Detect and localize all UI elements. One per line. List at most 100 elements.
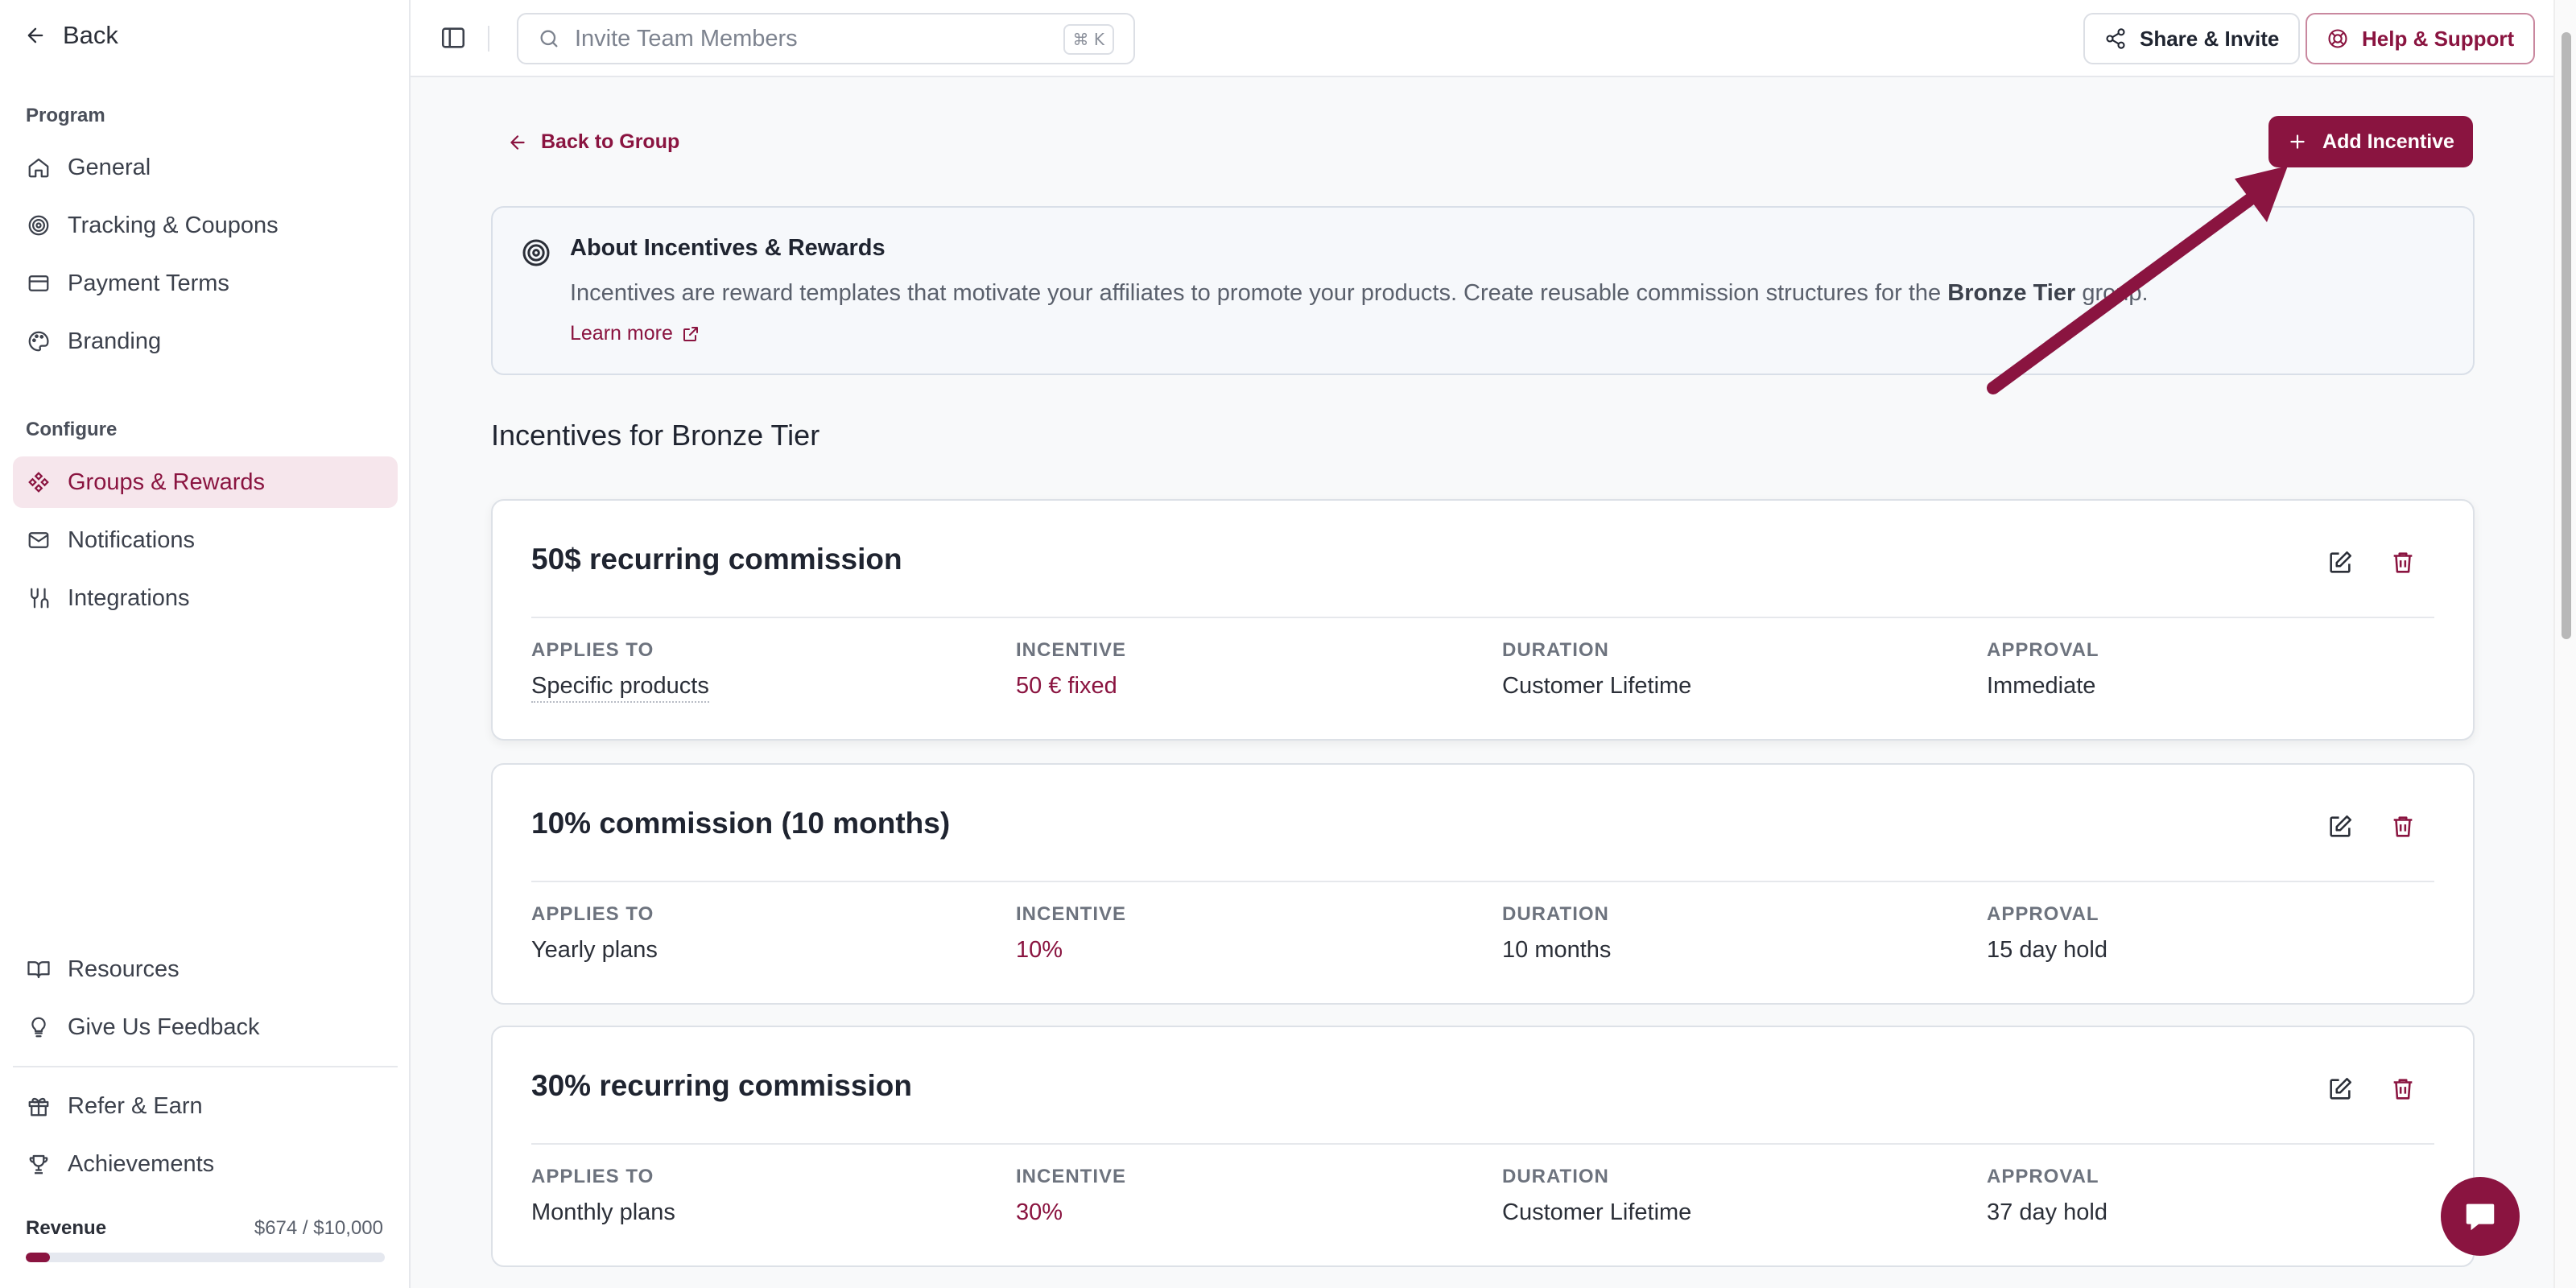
incentive-label: INCENTIVE [1016,639,1127,661]
search-shortcut: ⌘ K [1063,24,1114,55]
sidebar-item-payment-terms[interactable]: Payment Terms [13,258,398,309]
sidebar-item-notifications[interactable]: Notifications [13,514,398,566]
applies-to-value[interactable]: Specific products [531,673,709,703]
incentive-title: 10% commission (10 months) [531,807,951,840]
learn-more-label: Learn more [570,322,673,345]
sidebar-item-integrations[interactable]: Integrations [13,572,398,624]
sidebar-item-general[interactable]: General [13,142,398,193]
group-name: Bronze Tier [1947,280,2076,306]
sidebar-item-resources[interactable]: Resources [13,943,398,995]
edit-icon[interactable] [2326,1075,2354,1103]
applies-to-label: APPLIES TO [531,903,654,925]
plus-icon [2287,131,2308,152]
mail-icon [26,527,52,553]
sidebar-item-achievements[interactable]: Achievements [13,1138,398,1190]
sidebar-item-label: Achievements [68,1150,215,1177]
home-icon [26,155,52,180]
sidebar-item-label: Refer & Earn [68,1092,203,1119]
incentive-value: 30% [1016,1199,1063,1225]
back-link[interactable]: Back [24,21,118,50]
add-incentive-button[interactable]: Add Incentive [2268,116,2473,167]
trash-icon[interactable] [2389,813,2417,840]
main-content: Back to Group Add Incentive About Incent… [411,77,2553,1288]
sidebar-item-feedback[interactable]: Give Us Feedback [13,1001,398,1053]
edit-icon[interactable] [2326,549,2354,576]
sidebar-toggle-button[interactable] [440,24,467,52]
approval-value: 15 day hold [1987,937,2107,963]
trash-icon[interactable] [2389,549,2417,576]
back-label: Back [63,21,118,49]
incentive-title: 50$ recurring commission [531,543,902,576]
topbar: ⌘ K Share & Invite Help & Support [411,0,2553,77]
incentive-label: INCENTIVE [1016,903,1127,925]
chat-icon [2462,1198,2499,1235]
duration-label: DURATION [1502,903,1609,925]
help-support-label: Help & Support [2362,26,2515,51]
add-incentive-label: Add Incentive [2322,130,2454,153]
trophy-icon [26,1151,52,1177]
revenue-label: Revenue [26,1217,107,1239]
help-support-button[interactable]: Help & Support [2306,13,2536,64]
card-divider [531,1143,2434,1145]
incentive-title: 30% recurring commission [531,1069,912,1102]
duration-value: 10 months [1502,937,1612,963]
incentive-card: 10% commission (10 months) APPLIES TO Yea… [491,763,2475,1005]
book-icon [26,956,52,982]
duration-value: Customer Lifetime [1502,1199,1692,1225]
target-icon [520,237,552,269]
scrollbar[interactable] [2553,0,2576,1288]
target-icon [26,213,52,238]
duration-label: DURATION [1502,1166,1609,1187]
about-title: About Incentives & Rewards [570,235,886,261]
sidebar-item-refer-earn[interactable]: Refer & Earn [13,1080,398,1132]
lightbulb-icon [26,1014,52,1040]
configure-section-label: Configure [26,419,118,440]
approval-label: APPROVAL [1987,639,2099,661]
revenue-progress-bar [26,1253,385,1262]
sidebar-item-label: Resources [68,956,180,982]
applies-to-label: APPLIES TO [531,639,654,661]
incentive-label: INCENTIVE [1016,1166,1127,1187]
scrollbar-thumb[interactable] [2562,32,2571,639]
revenue-value: $674 / $10,000 [254,1217,383,1239]
sidebar-item-branding[interactable]: Branding [13,316,398,367]
duration-label: DURATION [1502,639,1609,661]
learn-more-link[interactable]: Learn more [570,322,700,345]
sidebar-item-label: Groups & Rewards [68,469,265,495]
sidebar-item-groups-rewards[interactable]: Groups & Rewards [13,456,398,508]
share-icon [2104,27,2127,50]
search-box[interactable]: ⌘ K [517,13,1135,64]
revenue-progress-fill [26,1253,51,1262]
groups-icon [26,469,52,495]
topbar-separator [488,26,489,52]
share-invite-button[interactable]: Share & Invite [2083,13,2301,64]
applies-to-value: Yearly plans [531,937,658,963]
lifebuoy-icon [2326,27,2349,50]
arrow-left-icon [507,132,528,153]
approval-label: APPROVAL [1987,903,2099,925]
palette-icon [26,328,52,354]
incentive-value: 10% [1016,937,1063,963]
about-description: Incentives are reward templates that mot… [570,280,2149,306]
sidebar-item-tracking-coupons[interactable]: Tracking & Coupons [13,200,398,251]
card-divider [531,617,2434,618]
share-invite-label: Share & Invite [2140,26,2280,51]
section-title: Incentives for Bronze Tier [491,419,820,452]
sidebar-item-label: Integrations [68,584,190,611]
sidebar-toggle-icon [440,24,467,52]
about-incentives-panel: About Incentives & Rewards Incentives ar… [491,206,2475,375]
duration-value: Customer Lifetime [1502,673,1692,699]
incentive-card: 30% recurring commission APPLIES TO Month… [491,1026,2475,1267]
sidebar-item-label: General [68,154,151,180]
edit-icon[interactable] [2326,813,2354,840]
sidebar-divider [13,1066,398,1067]
search-input[interactable] [575,25,1042,52]
card-divider [531,881,2434,882]
back-to-group-link[interactable]: Back to Group [507,130,679,154]
chat-button[interactable] [2441,1177,2520,1256]
sidebar: Back Program General Tracking & Coupons … [0,0,411,1288]
credit-card-icon [26,270,52,296]
trash-icon[interactable] [2389,1075,2417,1103]
incentive-card: 50$ recurring commission APPLIES TO Speci… [491,499,2475,741]
incentive-value: 50 € fixed [1016,673,1117,699]
